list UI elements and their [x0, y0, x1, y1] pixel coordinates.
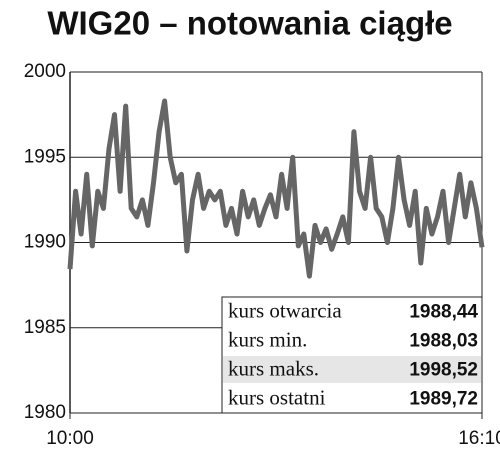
price-line [67, 98, 485, 279]
row-highlight [223, 356, 481, 383]
x-tick-label: 16:10 [458, 428, 500, 449]
y-tick-label: 1980 [24, 402, 66, 423]
row-value: 1988,44 [409, 302, 478, 323]
row-label: kurs otwarcia [228, 298, 342, 322]
chart-title: WIG20 – notowania ciągłe [47, 5, 452, 42]
row-value: 1998,52 [409, 360, 478, 381]
row-label: kurs ostatni [228, 385, 326, 409]
row-value: 1989,72 [409, 389, 478, 410]
y-tick-label: 1990 [24, 232, 66, 253]
row-label: kurs maks. [228, 356, 319, 380]
row-value: 1988,03 [409, 331, 478, 352]
x-tick-label: 10:00 [46, 428, 94, 449]
y-tick-label: 1995 [24, 146, 66, 167]
y-tick-label: 1985 [24, 317, 66, 338]
y-tick-label: 2000 [24, 61, 66, 82]
table-box [221, 296, 483, 414]
row-label: kurs min. [228, 327, 307, 351]
